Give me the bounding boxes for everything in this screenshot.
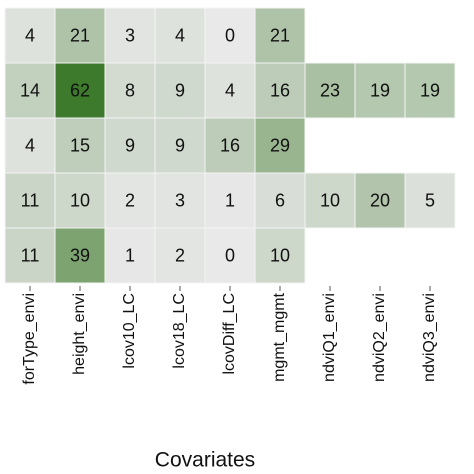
cell-label: 62	[70, 80, 90, 100]
x-tick-label: ndviQ1_envi	[321, 293, 338, 382]
cell-label: 11	[21, 245, 40, 265]
heatmap-cell	[254, 172, 306, 229]
cell-label: 10	[70, 190, 90, 210]
cell-label: 0	[225, 25, 235, 45]
cell-label: 9	[125, 135, 135, 155]
cell-label: 8	[125, 80, 135, 100]
x-tick-label: ndviQ2_envi	[371, 293, 388, 382]
heatmap-cell	[154, 62, 206, 119]
heatmap-cell	[254, 7, 306, 64]
heatmap-cell	[204, 117, 256, 174]
cell-label: 6	[275, 190, 285, 210]
cell-label: 3	[125, 25, 135, 45]
cell-label: 16	[270, 80, 290, 100]
heatmap-cell	[54, 117, 106, 174]
cell-label: 2	[175, 245, 185, 265]
cell-label: 29	[270, 135, 290, 155]
heatmap-cell	[154, 172, 206, 229]
heatmap-cell	[154, 227, 206, 284]
cell-label: 11	[21, 190, 40, 210]
heatmap-cell	[4, 117, 56, 174]
cell-label: 4	[225, 80, 235, 100]
cell-label: 39	[70, 245, 90, 265]
heatmap-cell	[354, 62, 406, 119]
x-axis-title: Covariates	[155, 449, 255, 472]
heatmap-cell	[104, 117, 156, 174]
cell-label: 2	[125, 190, 135, 210]
cell-label: 20	[370, 190, 390, 210]
heatmap-cell	[154, 117, 206, 174]
cell-label: 10	[320, 190, 340, 210]
cell-label: 23	[320, 80, 340, 100]
cell-label: 21	[70, 25, 90, 45]
heatmap-cell	[4, 7, 56, 64]
cell-label: 14	[20, 80, 40, 100]
heatmap-cell	[404, 62, 456, 119]
cell-label: 4	[25, 135, 35, 155]
cell-label: 9	[175, 135, 185, 155]
heatmap-cell	[304, 172, 356, 229]
x-tick-label: lcovDiff_LC	[221, 293, 238, 375]
cell-label: 4	[175, 25, 185, 45]
cell-label: 9	[175, 80, 185, 100]
x-tick-label: forType_envi	[21, 293, 38, 385]
cell-label: 4	[25, 25, 35, 45]
heatmap-cell	[104, 7, 156, 64]
x-tick-label: lcov10_LC	[121, 293, 138, 369]
cell-label: 16	[220, 135, 240, 155]
cell-label: 19	[370, 80, 390, 100]
heatmap-cell	[204, 227, 256, 284]
cell-label: 19	[420, 80, 440, 100]
cell-label: 15	[70, 135, 90, 155]
heatmap-cell	[54, 172, 106, 229]
cell-label: 0	[225, 245, 235, 265]
heatmap-cell	[254, 117, 306, 174]
heatmap-cell	[304, 62, 356, 119]
heatmap-cell	[404, 172, 456, 229]
heatmap-cell	[54, 7, 106, 64]
heatmap-cell	[254, 62, 306, 119]
cell-label: 1	[125, 245, 135, 265]
cell-label: 5	[425, 190, 435, 210]
x-tick-label: lcov18_LC	[171, 293, 188, 369]
cell-label: 3	[175, 190, 185, 210]
x-tick-label: ndviQ3_envi	[421, 293, 438, 382]
heatmap-cell	[4, 172, 56, 229]
heatmap-cell	[254, 227, 306, 284]
heatmap-cell	[354, 172, 406, 229]
heatmap-cell	[54, 62, 106, 119]
cell-label: 1	[225, 190, 235, 210]
cell-label: 10	[270, 245, 290, 265]
heatmap-cell	[4, 227, 56, 284]
x-tick-label: height_envi	[71, 293, 88, 375]
x-tick-label: mgmt_mgmt	[271, 292, 288, 381]
cell-label: 21	[270, 25, 290, 45]
